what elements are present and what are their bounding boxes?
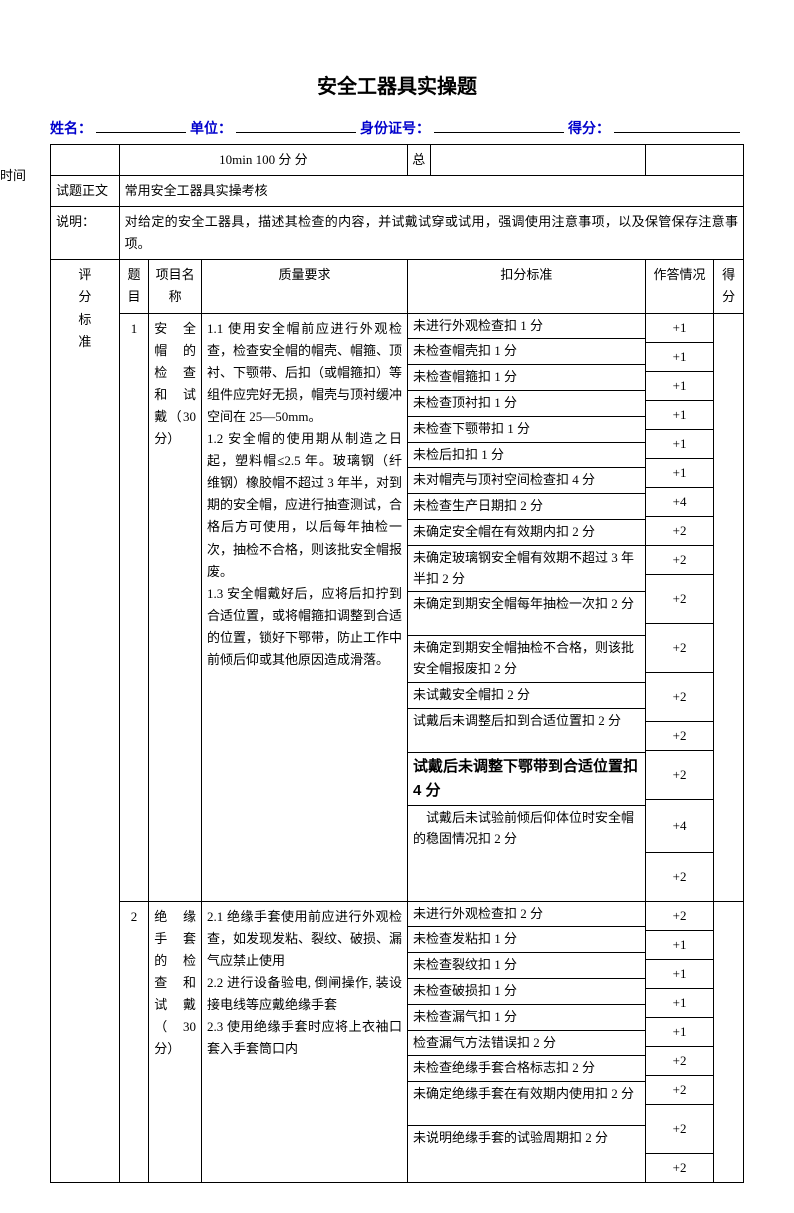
deduct-line: 未检查裂纹扣 1 分 — [408, 953, 645, 979]
row-item-2: 2 绝 缘手 套的 检查 和试 戴（ 30 分） 2.1 绝缘手套使用前应进行外… — [51, 901, 744, 1182]
subject-content: 常用安全工器具实操考核 — [119, 176, 743, 207]
time-limit-cell: 10min 100 分 分 — [119, 145, 407, 176]
deduct-line: 未确定绝缘手套在有效期内使用扣 2 分 — [408, 1082, 645, 1126]
item2-name: 绝 缘手 套的 检查 和试 戴（ 30 分） — [149, 901, 202, 1182]
item1-defen — [714, 313, 744, 901]
main-table: 10min 100 分 分 总 试题正文 常用安全工器具实操考核 说明： 对给定… — [50, 144, 744, 1183]
item1-scores: +1+1+1+1+1+1+4+2+2+2+2+2+2+2+4+2 — [645, 313, 714, 901]
score-line: +1 — [646, 401, 714, 430]
deduct-line: 未检查破损扣 1 分 — [408, 979, 645, 1005]
h-deduct: 扣分标准 — [408, 260, 646, 313]
score-line: +4 — [646, 488, 714, 517]
id-blank[interactable] — [434, 117, 564, 133]
h-name: 项目名称 — [149, 260, 202, 313]
deduct-line: 未检查发粘扣 1 分 — [408, 927, 645, 953]
pingfen-label: 评分标准 — [51, 260, 120, 1182]
score-line: +2 — [646, 624, 714, 673]
unit-blank[interactable] — [236, 117, 356, 133]
h-score: 得分 — [714, 260, 744, 313]
score-line: +2 — [646, 517, 714, 546]
deduct-line: 未检查漏气扣 1 分 — [408, 1005, 645, 1031]
deduct-line: 未进行外观检查扣 2 分 — [408, 902, 645, 928]
score-line: +1 — [646, 459, 714, 488]
deduct-line: 未检查帽箍扣 1 分 — [408, 365, 645, 391]
item2-defen — [714, 901, 744, 1182]
deduct-line: 未确定玻璃钢安全帽有效期不超过 3 年半扣 2 分 — [408, 546, 645, 593]
unit-label: 单位： — [190, 118, 232, 138]
deduct-line: 试戴后未调整后扣到合适位置扣 2 分 — [408, 709, 645, 753]
explain-content: 对给定的安全工器具，描述其检查的内容，并试戴试穿或试用，强调使用注意事项，以及保… — [119, 207, 743, 260]
score-line: +1 — [646, 960, 714, 989]
zong-cell-wrap: 总 — [408, 145, 646, 176]
score-line: +2 — [646, 673, 714, 722]
item1-name: 安 全帽 的检 查和 试戴（30 分） — [149, 313, 202, 901]
item2-scores: +2+1+1+1+1+2+2+2+2 — [645, 901, 714, 1182]
score-line: +2 — [646, 722, 714, 751]
id-label: 身份证号： — [360, 118, 430, 138]
deduct-line: 未确定到期安全帽每年抽检一次扣 2 分 — [408, 592, 645, 636]
score-line: +2 — [646, 751, 714, 800]
explain-label: 说明： — [51, 207, 120, 260]
deduct-line: 未检查帽壳扣 1 分 — [408, 339, 645, 365]
score-line: +2 — [646, 546, 714, 575]
score-label: 得分： — [568, 118, 610, 138]
h-ans: 作答情况 — [645, 260, 714, 313]
item1-req: 1.1 使用安全帽前应进行外观检查，检查安全帽的帽壳、帽箍、顶衬、下颚带、后扣（… — [202, 313, 408, 901]
score-line: +1 — [646, 314, 714, 343]
deduct-line: 未检查绝缘手套合格标志扣 2 分 — [408, 1056, 645, 1082]
item2-req: 2.1 绝缘手套使用前应进行外观检查，如发现发粘、裂纹、破损、漏气应禁止使用 2… — [202, 901, 408, 1182]
h-req: 质量要求 — [202, 260, 408, 313]
item1-deducts: 未进行外观检查扣 1 分未检查帽壳扣 1 分未检查帽箍扣 1 分未检查顶衬扣 1… — [408, 313, 646, 901]
subject-label: 试题正文 — [51, 176, 120, 207]
score-line: +1 — [646, 430, 714, 459]
grid-header: 评分标准 题目 项目名称 质量要求 扣分标准 作答情况 得分 — [51, 260, 744, 313]
deduct-line: 未确定到期安全帽抽检不合格，则该批安全帽报废扣 2 分 — [408, 636, 645, 683]
deduct-line: 未检查下颚带扣 1 分 — [408, 417, 645, 443]
row-subject: 试题正文 常用安全工器具实操考核 — [51, 176, 744, 207]
deduct-line: 未检查顶衬扣 1 分 — [408, 391, 645, 417]
zong-label: 总 — [408, 145, 430, 175]
score-line: +2 — [646, 902, 714, 931]
score-line: +2 — [646, 1154, 714, 1182]
cell-empty — [51, 145, 120, 176]
side-time-label: 时间 — [0, 165, 26, 184]
name-blank[interactable] — [96, 117, 186, 133]
score-line: +1 — [646, 343, 714, 372]
item1-no: 1 — [119, 313, 149, 901]
deduct-line: 试戴后未试验前倾后仰体位时安全帽的稳固情况扣 2 分 — [408, 806, 645, 852]
info-line: 姓名： 单位： 身份证号： 得分： — [50, 117, 744, 138]
row-explain: 说明： 对给定的安全工器具，描述其检查的内容，并试戴试穿或试用，强调使用注意事项… — [51, 207, 744, 260]
deduct-line: 未检查生产日期扣 2 分 — [408, 494, 645, 520]
deduct-line: 未检后扣扣 1 分 — [408, 443, 645, 469]
page-container: 安全工器具实操题 姓名： 单位： 身份证号： 得分： 10min 100 分 分… — [0, 0, 794, 1213]
score-line: +1 — [646, 989, 714, 1018]
score-line: +2 — [646, 575, 714, 624]
score-blank[interactable] — [614, 117, 740, 133]
item2-deducts: 未进行外观检查扣 2 分未检查发粘扣 1 分未检查裂纹扣 1 分未检查破损扣 1… — [408, 901, 646, 1182]
cell-empty2 — [645, 145, 743, 176]
deduct-line: 检查漏气方法错误扣 2 分 — [408, 1031, 645, 1057]
deduct-line: 未试戴安全帽扣 2 分 — [408, 683, 645, 709]
score-line: +2 — [646, 1076, 714, 1105]
deduct-line: 未说明绝缘手套的试验周期扣 2 分 — [408, 1126, 645, 1151]
name-label: 姓名： — [50, 118, 92, 138]
h-no: 题目 — [119, 260, 149, 313]
deduct-line: 未进行外观检查扣 1 分 — [408, 314, 645, 340]
score-line: +1 — [646, 931, 714, 960]
score-line: +2 — [646, 1047, 714, 1076]
deduct-line: 试戴后未调整下鄂带到合适位置扣 4 分 — [408, 753, 645, 806]
score-line: +2 — [646, 1105, 714, 1154]
row-item-1: 1 安 全帽 的检 查和 试戴（30 分） 1.1 使用安全帽前应进行外观检查，… — [51, 313, 744, 901]
score-line: +2 — [646, 853, 714, 901]
deduct-line: 未对帽壳与顶衬空间检查扣 4 分 — [408, 468, 645, 494]
score-line: +4 — [646, 800, 714, 853]
doc-title: 安全工器具实操题 — [50, 70, 744, 99]
score-line: +1 — [646, 372, 714, 401]
row-time: 10min 100 分 分 总 — [51, 145, 744, 176]
deduct-line: 未确定安全帽在有效期内扣 2 分 — [408, 520, 645, 546]
score-line: +1 — [646, 1018, 714, 1047]
item2-no: 2 — [119, 901, 149, 1182]
zong-blank — [430, 145, 645, 175]
